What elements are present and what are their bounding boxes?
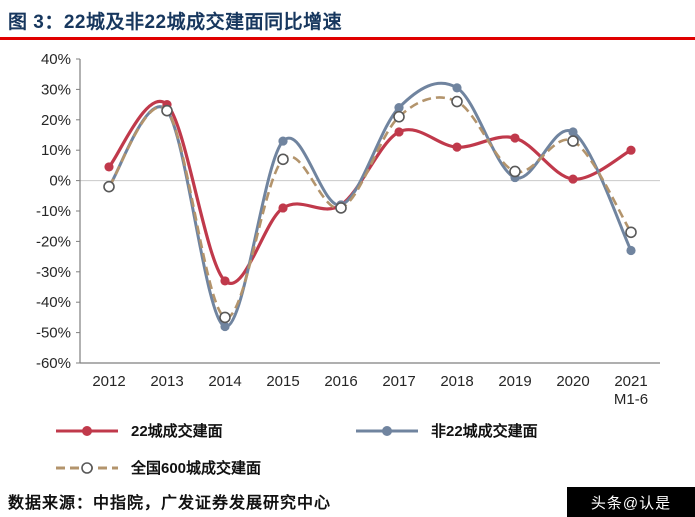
watermark-badge: 头条@认是 [567,487,695,517]
marker-filled-0 [104,162,114,172]
x-tick-label: 2020 [556,373,589,390]
x-tick-label: 2012 [92,373,125,390]
x-tick-label: 2021 [614,373,647,390]
legend-item-22-cities: 22城成交建面 [55,420,355,441]
y-tick-label: -50% [36,325,71,342]
marker-open-2 [625,226,637,239]
title-underline [0,37,695,40]
legend-label-600-cities: 全国600城成交建面 [131,460,262,477]
x-axis-subnote: M1-6 [614,391,648,408]
marker-open-2 [451,95,463,108]
legend-item-600-cities: 全国600城成交建面 [55,457,355,478]
marker-open-2 [335,202,347,214]
legend-label-22-cities: 22城成交建面 [131,423,223,440]
marker-open-2 [393,110,405,123]
marker-filled-1 [626,245,636,256]
y-tick-label: 20% [41,112,71,129]
marker-filled-0 [568,174,578,184]
legend-label-non-22-cities: 非22城成交建面 [431,423,538,440]
legend-swatch-22-cities-icon [56,425,118,436]
marker-filled-0 [394,127,404,137]
y-tick-label: 30% [41,81,71,98]
y-tick-label: -10% [36,203,71,220]
y-tick-label: -20% [36,233,71,250]
legend-item-non-22-cities: 非22城成交建面 [355,420,655,441]
x-tick-label: 2013 [150,373,183,390]
figure-header: 图 3：22城及非22城成交建面同比增速 [8,7,695,35]
marker-filled-0 [220,276,230,286]
y-tick-label: -60% [36,355,71,372]
marker-filled-1 [452,83,462,93]
marker-filled-1 [278,136,288,146]
x-tick-label: 2018 [440,373,473,390]
marker-filled-1 [220,321,230,332]
x-tick-label: 2014 [208,373,241,390]
y-tick-label: 0% [49,173,71,190]
marker-filled-1 [394,103,404,113]
marker-open-2 [509,165,521,178]
x-tick-label: 2016 [324,373,357,390]
data-source: 数据来源：中指院，广发证券发展研究中心 [8,495,332,512]
marker-open-2 [567,135,579,147]
legend-swatch-600-cities-icon [56,461,118,474]
chart-legend: 22城成交建面 非22城成交建面 全国600城成交建面 [55,420,665,478]
marker-open-2 [103,180,115,193]
marker-filled-0 [510,133,520,143]
legend-swatch-non-22-cities-icon [356,425,418,436]
marker-filled-1 [568,127,578,137]
marker-open-2 [219,311,231,324]
marker-filled-0 [626,145,636,155]
y-tick-label: 40% [41,51,71,68]
marker-open-2 [161,104,173,117]
series-line-0 [107,99,632,285]
marker-open-2 [277,153,289,166]
x-tick-label: 2015 [266,373,299,390]
series-line-2 [107,96,633,319]
x-tick-label: 2019 [498,373,531,390]
marker-filled-0 [452,142,462,152]
y-tick-label: -30% [36,264,71,281]
marker-filled-0 [278,203,288,213]
y-tick-label: -40% [36,294,71,311]
y-tick-label: 10% [41,142,71,159]
x-tick-label: 2017 [382,373,415,390]
line-chart: 40% 30% 20% 10% 0% -10% -20% -30% -40% -50% -60% 20… [36,51,660,408]
series-line-1 [107,81,633,328]
figure-title: 图 3：22城及非22城成交建面同比增速 [8,12,343,33]
